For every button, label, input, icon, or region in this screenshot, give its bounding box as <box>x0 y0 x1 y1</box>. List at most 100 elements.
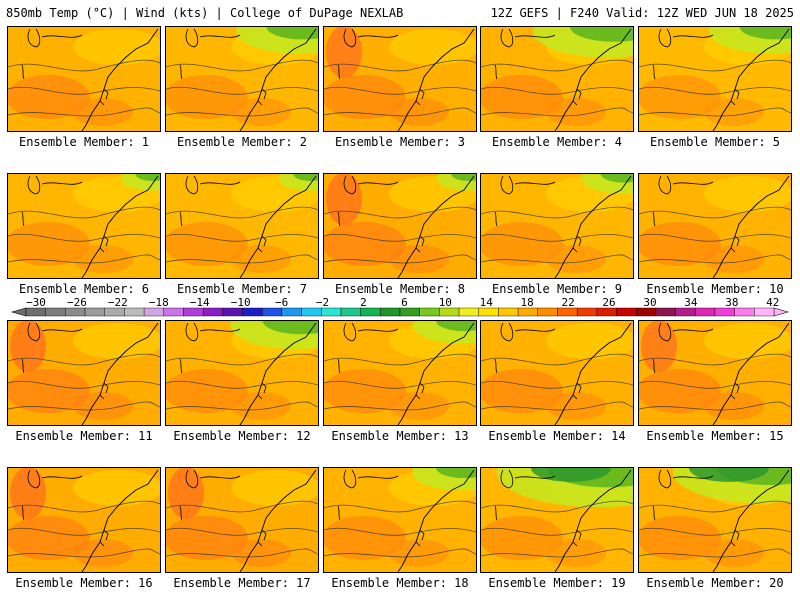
colorbar-segment <box>242 307 263 317</box>
temperature-map <box>481 468 633 572</box>
colorbar-segment <box>84 307 105 317</box>
temperature-map <box>639 321 791 425</box>
colorbar-tick-label: 18 <box>521 296 534 309</box>
colorbar-segment <box>183 307 204 317</box>
temperature-map <box>481 27 633 131</box>
ensemble-member-label: Ensemble Member: 14 <box>488 429 626 443</box>
ensemble-member-label: Ensemble Member: 20 <box>646 576 784 590</box>
member-map-panel <box>323 173 477 279</box>
temperature-map <box>8 321 160 425</box>
colorbar-graphic: −30 −26 −22 −18 −14 −10 −6 −2 2 6 10 14 18 22 26 30 34 38… <box>10 296 790 317</box>
colorbar-segment <box>65 307 86 317</box>
colorbar-tick-label: −2 <box>316 296 329 309</box>
temperature-map <box>8 27 160 131</box>
colorbar-segment <box>537 307 558 317</box>
ensemble-member-label: Ensemble Member: 4 <box>491 135 623 149</box>
colorbar-segment <box>517 307 538 317</box>
member-map-panel <box>323 320 477 426</box>
temperature-map <box>8 174 160 278</box>
colorbar-segment <box>321 307 342 317</box>
colorbar-tick-label: 26 <box>602 296 615 309</box>
colorbar-segment <box>340 307 361 317</box>
member-map-panel <box>165 467 319 573</box>
colorbar-right-arrow <box>773 307 790 317</box>
colorbar-segment <box>419 307 440 317</box>
colorbar-tick-label: 22 <box>561 296 574 309</box>
colorbar-segment <box>636 307 657 317</box>
colorbar-segment <box>380 307 401 317</box>
colorbar-segment <box>458 307 479 317</box>
colorbar-segment <box>655 307 676 317</box>
colorbar-segment <box>222 307 243 317</box>
temperature-map <box>166 321 318 425</box>
colorbar-segment <box>616 307 637 317</box>
colorbar-segment <box>360 307 381 317</box>
ensemble-member-label: Ensemble Member: 2 <box>176 135 308 149</box>
member-map-panel <box>323 467 477 573</box>
colorbar-segment <box>478 307 499 317</box>
header-right-title: 12Z GEFS | F240 Valid: 12Z WED JUN 18 20… <box>490 6 794 20</box>
member-map-panel <box>638 320 792 426</box>
colorbar-segment <box>695 307 716 317</box>
ensemble-member-label: Ensemble Member: 19 <box>488 576 626 590</box>
colorbar-segment <box>439 307 460 317</box>
member-map-panel <box>7 173 161 279</box>
ensemble-member-label: Ensemble Member: 12 <box>173 429 311 443</box>
colorbar-tick-label: −14 <box>190 296 210 309</box>
colorbar-segment <box>143 307 164 317</box>
ensemble-member-label: Ensemble Member: 1 <box>18 135 150 149</box>
colorbar-segment <box>399 307 420 317</box>
temperature-map <box>166 174 318 278</box>
ensemble-member-label: Ensemble Member: 8 <box>334 282 466 296</box>
member-map-panel <box>638 26 792 132</box>
ensemble-member-label: Ensemble Member: 10 <box>646 282 784 296</box>
colorbar-segment <box>576 307 598 317</box>
colorbar-segment <box>104 307 125 317</box>
colorbar-segment <box>124 307 145 317</box>
ensemble-member-label: Ensemble Member: 13 <box>331 429 469 443</box>
ensemble-member-label: Ensemble Member: 3 <box>334 135 466 149</box>
colorbar-segment <box>45 307 66 317</box>
colorbar-segment <box>675 307 696 317</box>
colorbar-tick-label: −10 <box>231 296 251 309</box>
member-map-panel <box>480 173 634 279</box>
colorbar-segment <box>714 307 735 317</box>
colorbar-tick-label: 34 <box>684 296 698 309</box>
ensemble-member-label: Ensemble Member: 11 <box>15 429 153 443</box>
member-map-panel <box>638 467 792 573</box>
member-map-panel <box>480 467 634 573</box>
ensemble-member-label: Ensemble Member: 18 <box>331 576 469 590</box>
colorbar-segment <box>754 307 775 317</box>
colorbar-segment <box>734 307 755 317</box>
colorbar-segment <box>498 307 519 317</box>
colorbar-tick-label: 42 <box>766 296 779 309</box>
temperature-map <box>324 27 476 131</box>
colorbar-segment <box>596 307 617 317</box>
colorbar-segment <box>163 307 184 317</box>
colorbar-segment <box>262 307 283 317</box>
temperature-map <box>8 468 160 572</box>
colorbar-left-arrow <box>10 307 27 317</box>
temperature-colorbar: −30 −26 −22 −18 −14 −10 −6 −2 2 6 10 14 18 22 26 30 34 38… <box>0 296 800 320</box>
temperature-map <box>639 174 791 278</box>
member-map-panel <box>165 173 319 279</box>
colorbar-tick-label: 30 <box>643 296 656 309</box>
colorbar-tick-label: −22 <box>108 296 128 309</box>
ensemble-member-label: Ensemble Member: 6 <box>18 282 150 296</box>
colorbar-tick-label: −6 <box>275 296 288 309</box>
temperature-map <box>166 27 318 131</box>
colorbar-tick-label: 10 <box>439 296 452 309</box>
temperature-map <box>324 174 476 278</box>
temperature-map <box>481 321 633 425</box>
colorbar-segment <box>25 307 46 317</box>
member-map-panel <box>165 26 319 132</box>
colorbar-segment <box>202 307 224 317</box>
colorbar-segment <box>557 307 578 317</box>
temperature-map <box>639 27 791 131</box>
member-map-panel <box>7 467 161 573</box>
colorbar-segment <box>281 307 302 317</box>
ensemble-member-label: Ensemble Member: 16 <box>15 576 153 590</box>
member-map-panel <box>638 173 792 279</box>
temperature-map <box>324 468 476 572</box>
header-left-title: 850mb Temp (°C) | Wind (kts) | College o… <box>6 6 404 20</box>
